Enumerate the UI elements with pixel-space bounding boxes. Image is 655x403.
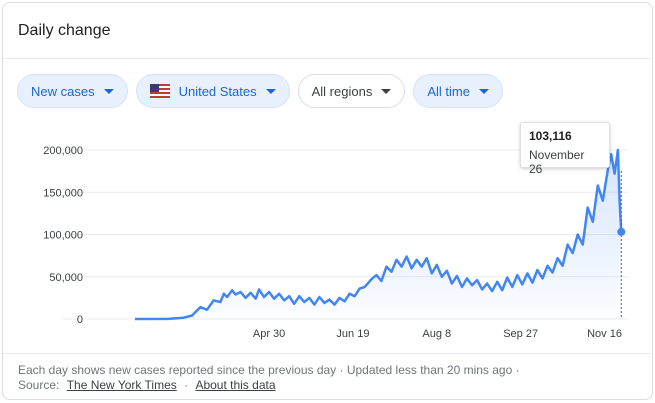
dropdown-arrow-icon <box>478 88 489 94</box>
about-data-link[interactable]: About this data <box>195 378 276 392</box>
y-tick-label: 0 <box>77 314 83 326</box>
metric-filter-label: New cases <box>31 83 95 99</box>
region-filter-chip[interactable]: All regions <box>297 74 406 108</box>
time-range-filter-chip[interactable]: All time <box>413 74 503 108</box>
tooltip-date: November 26 <box>529 148 585 176</box>
x-tick-label: Aug 8 <box>422 328 451 340</box>
country-filter-label: United States <box>178 83 257 99</box>
card-footer: Each day shows new cases reported since … <box>3 353 652 399</box>
source-link[interactable]: The New York Times <box>66 378 177 392</box>
dropdown-arrow-icon <box>381 88 392 94</box>
series-line <box>134 148 623 321</box>
time-range-filter-label: All time <box>427 83 470 99</box>
country-filter-chip[interactable]: United States <box>135 74 290 108</box>
dropdown-arrow-icon <box>265 88 276 94</box>
x-tick-label: Nov 16 <box>587 328 622 340</box>
region-filter-label: All regions <box>311 83 373 99</box>
dropdown-arrow-icon <box>103 88 114 94</box>
card-title: Daily change <box>18 22 111 39</box>
update-note: Each day shows new cases reported since … <box>18 363 520 377</box>
daily-cases-chart[interactable]: 0 50,000 100,000 150,000 200,000 Apr 30 Jun 19… <box>3 113 652 349</box>
y-tick-label: 100,000 <box>43 230 83 242</box>
source-line: Source: The New York Times · About this … <box>18 378 280 392</box>
x-tick-label: Jun 19 <box>336 328 369 340</box>
y-tick-label: 150,000 <box>43 187 83 199</box>
hover-point <box>617 227 626 236</box>
x-tick-label: Apr 30 <box>253 328 285 340</box>
y-tick-label: 200,000 <box>43 145 83 157</box>
filter-bar: New cases United States All regions All … <box>17 74 503 108</box>
tooltip-value: 103,116 <box>529 129 572 143</box>
us-flag-icon <box>149 84 170 98</box>
source-label: Source: <box>18 378 60 392</box>
series-area <box>134 150 622 319</box>
y-tick-label: 50,000 <box>49 272 83 284</box>
card-header: Daily change <box>3 3 652 59</box>
source-separator: · <box>184 378 189 392</box>
metric-filter-chip[interactable]: New cases <box>17 74 128 108</box>
x-tick-label: Sep 27 <box>503 328 538 340</box>
chart-tooltip: 103,116 November 26 <box>520 122 610 176</box>
